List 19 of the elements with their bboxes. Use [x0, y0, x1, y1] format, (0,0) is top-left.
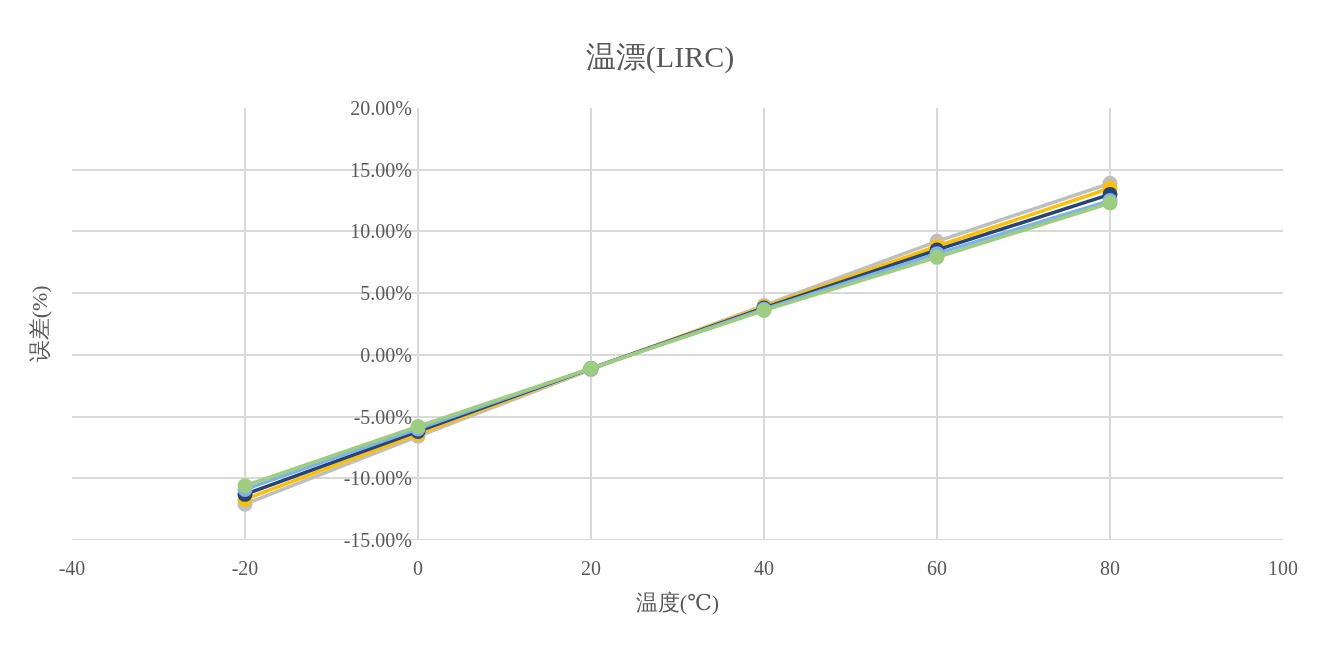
- y-tick-label: -10.00%: [343, 467, 412, 490]
- y-tick-label: 0.00%: [360, 343, 412, 366]
- y-tick-label: -15.00%: [343, 529, 412, 551]
- x-tick-label: 100: [1268, 557, 1298, 579]
- x-tick-label: -40: [58, 557, 86, 579]
- x-tick-label: -20: [231, 557, 259, 579]
- y-tick-label: -5.00%: [353, 405, 412, 428]
- x-tick-label: 20: [581, 557, 601, 579]
- y-axis-title: 误差(%): [27, 285, 53, 363]
- y-tick-label: 20.00%: [350, 97, 412, 119]
- x-tick-label: 0: [413, 557, 423, 579]
- x-tick-label: 80: [1100, 557, 1120, 579]
- x-tick-label: 40: [754, 557, 774, 579]
- x-axis-title: 温度(℃): [635, 589, 720, 615]
- y-tick-label: 10.00%: [350, 220, 412, 243]
- y-tick-label: 15.00%: [350, 158, 412, 181]
- chart-title: 温漂(LIRC): [585, 40, 735, 75]
- y-tick-label: 5.00%: [360, 282, 412, 305]
- x-tick-label: 60: [927, 557, 947, 579]
